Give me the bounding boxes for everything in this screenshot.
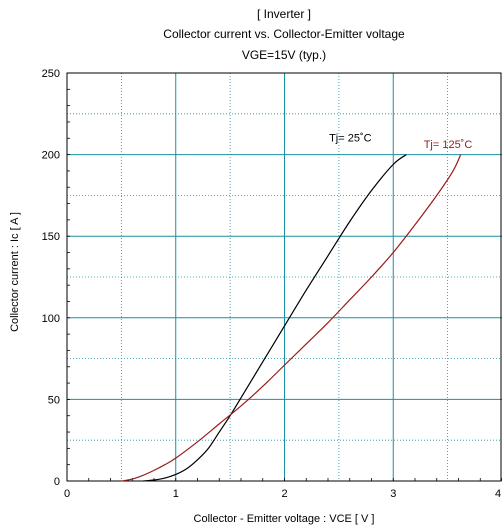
y-axis-label: Collector current : Ic [ A ] bbox=[9, 212, 21, 332]
x-axis-label: Collector - Emitter voltage : VCE [ V ] bbox=[194, 513, 375, 525]
y-tick-label: 250 bbox=[42, 68, 60, 80]
x-tick-label: 0 bbox=[64, 488, 70, 500]
x-tick-label: 1 bbox=[173, 488, 179, 500]
plot-frame bbox=[66, 72, 502, 482]
x-tick-label: 2 bbox=[281, 488, 287, 500]
y-tick-label: 0 bbox=[54, 476, 60, 488]
series-line-tj25 bbox=[143, 154, 407, 482]
y-tick-label: 50 bbox=[48, 394, 60, 406]
y-tick-label: 100 bbox=[42, 313, 60, 325]
series-label-tj25: Tj= 25˚C bbox=[329, 133, 372, 145]
plot-area: 0 1 2 3 4 0 50 100 150 200 250 Tj= 25˚C Tj= 125˚C bbox=[42, 68, 502, 500]
series-label-tj125: Tj= 125˚C bbox=[424, 139, 473, 151]
y-tick-label: 200 bbox=[42, 150, 60, 162]
series-line-tj125 bbox=[121, 154, 462, 482]
x-tick-label: 4 bbox=[495, 488, 501, 500]
chart-title-line-2: Collector current vs. Collector-Emitter … bbox=[163, 27, 405, 41]
chart-title-line-1: [ Inverter ] bbox=[257, 7, 311, 21]
y-tick-label: 150 bbox=[42, 231, 60, 243]
chart-title-line-3: VGE=15V (typ.) bbox=[242, 48, 326, 62]
x-tick-label: 3 bbox=[390, 488, 396, 500]
